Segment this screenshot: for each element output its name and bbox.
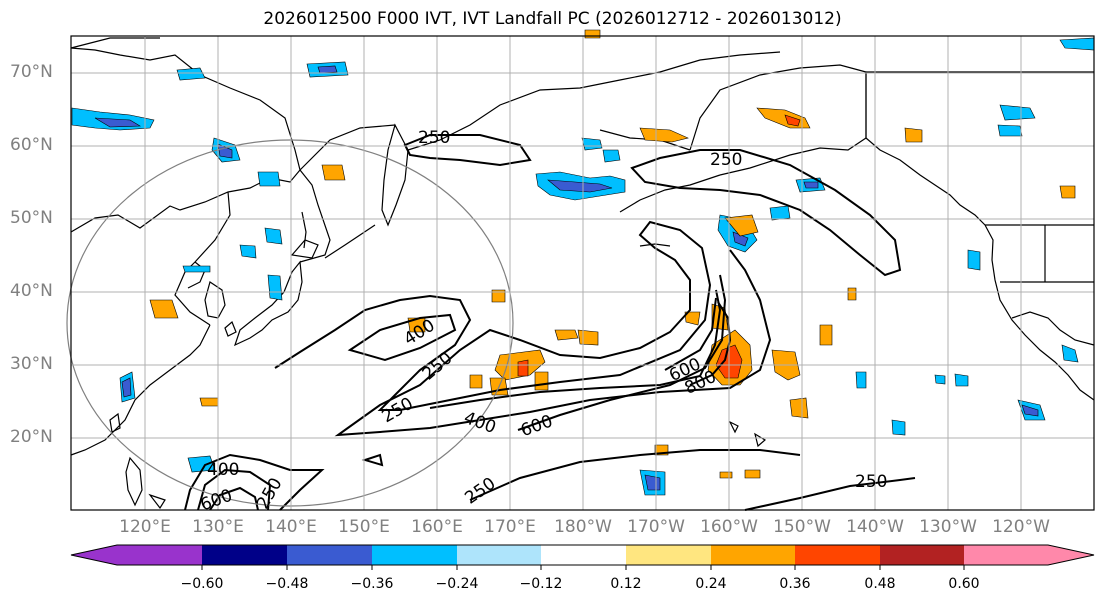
colorbar-tick-label: −0.12 — [519, 576, 563, 592]
lon-label: 140°E — [265, 517, 317, 537]
lon-label: 130°W — [919, 517, 977, 537]
lat-label: 50°N — [10, 208, 53, 228]
colorbar-tick-label: 0.48 — [864, 576, 896, 592]
colorbar-tick-label: 0.36 — [779, 576, 811, 592]
colorbar-segment — [372, 545, 457, 565]
lat-label: 20°N — [10, 427, 53, 447]
map-border — [70, 35, 1095, 511]
colorbar — [70, 544, 1095, 570]
contour-label: 250 — [710, 150, 742, 170]
contour-label: 400 — [207, 460, 239, 480]
lat-label: 30°N — [10, 354, 53, 374]
colorbar-segment — [964, 545, 1049, 565]
colorbar-segment — [287, 545, 372, 565]
colorbar-tick-label: −0.48 — [265, 576, 309, 592]
colorbar-segment — [202, 545, 287, 565]
map-title: 2026012500 F000 IVT, IVT Landfall PC (20… — [263, 9, 842, 29]
landfall-region-circle — [66, 139, 514, 507]
colorbar-segment — [117, 545, 202, 565]
colorbar-tick-label: −0.60 — [180, 576, 224, 592]
lon-label: 120°E — [119, 517, 171, 537]
graticule — [71, 36, 1094, 510]
lon-label: 130°E — [192, 517, 244, 537]
coastlines — [70, 37, 1095, 510]
colorbar-tick-label: 0.12 — [610, 576, 642, 592]
colorbar-extend-low — [71, 545, 118, 565]
lon-label: 160°W — [700, 517, 758, 537]
contour-label: 250 — [418, 128, 450, 148]
colorbar-extend-high — [1048, 545, 1094, 565]
lon-label: 150°E — [338, 517, 390, 537]
colorbar-segment — [541, 545, 626, 565]
lon-label: 120°W — [992, 517, 1050, 537]
colorbar-segment — [711, 545, 795, 565]
lon-label: 170°W — [627, 517, 685, 537]
lon-label: 140°W — [846, 517, 904, 537]
colorbar-segment — [880, 545, 964, 565]
colorbar-outline — [70, 544, 1095, 566]
lon-label: 150°W — [773, 517, 831, 537]
colorbar-tick-label: 0.60 — [948, 576, 980, 592]
lat-label: 70°N — [10, 62, 53, 82]
colorbar-segment — [795, 545, 880, 565]
colorbar-tick-label: 0.24 — [695, 576, 727, 592]
colorbar-segment — [626, 545, 711, 565]
colorbar-segment — [457, 545, 541, 565]
lon-label: 160°E — [411, 517, 463, 537]
lon-label: 180°W — [554, 517, 612, 537]
contour-label: 250 — [855, 472, 887, 492]
colorbar-tick-label: −0.24 — [435, 576, 479, 592]
lon-label: 170°E — [484, 517, 536, 537]
ivt-contours — [184, 134, 916, 511]
colorbar-tick-label: −0.36 — [350, 576, 394, 592]
lat-label: 60°N — [10, 135, 53, 155]
lat-label: 40°N — [10, 281, 53, 301]
